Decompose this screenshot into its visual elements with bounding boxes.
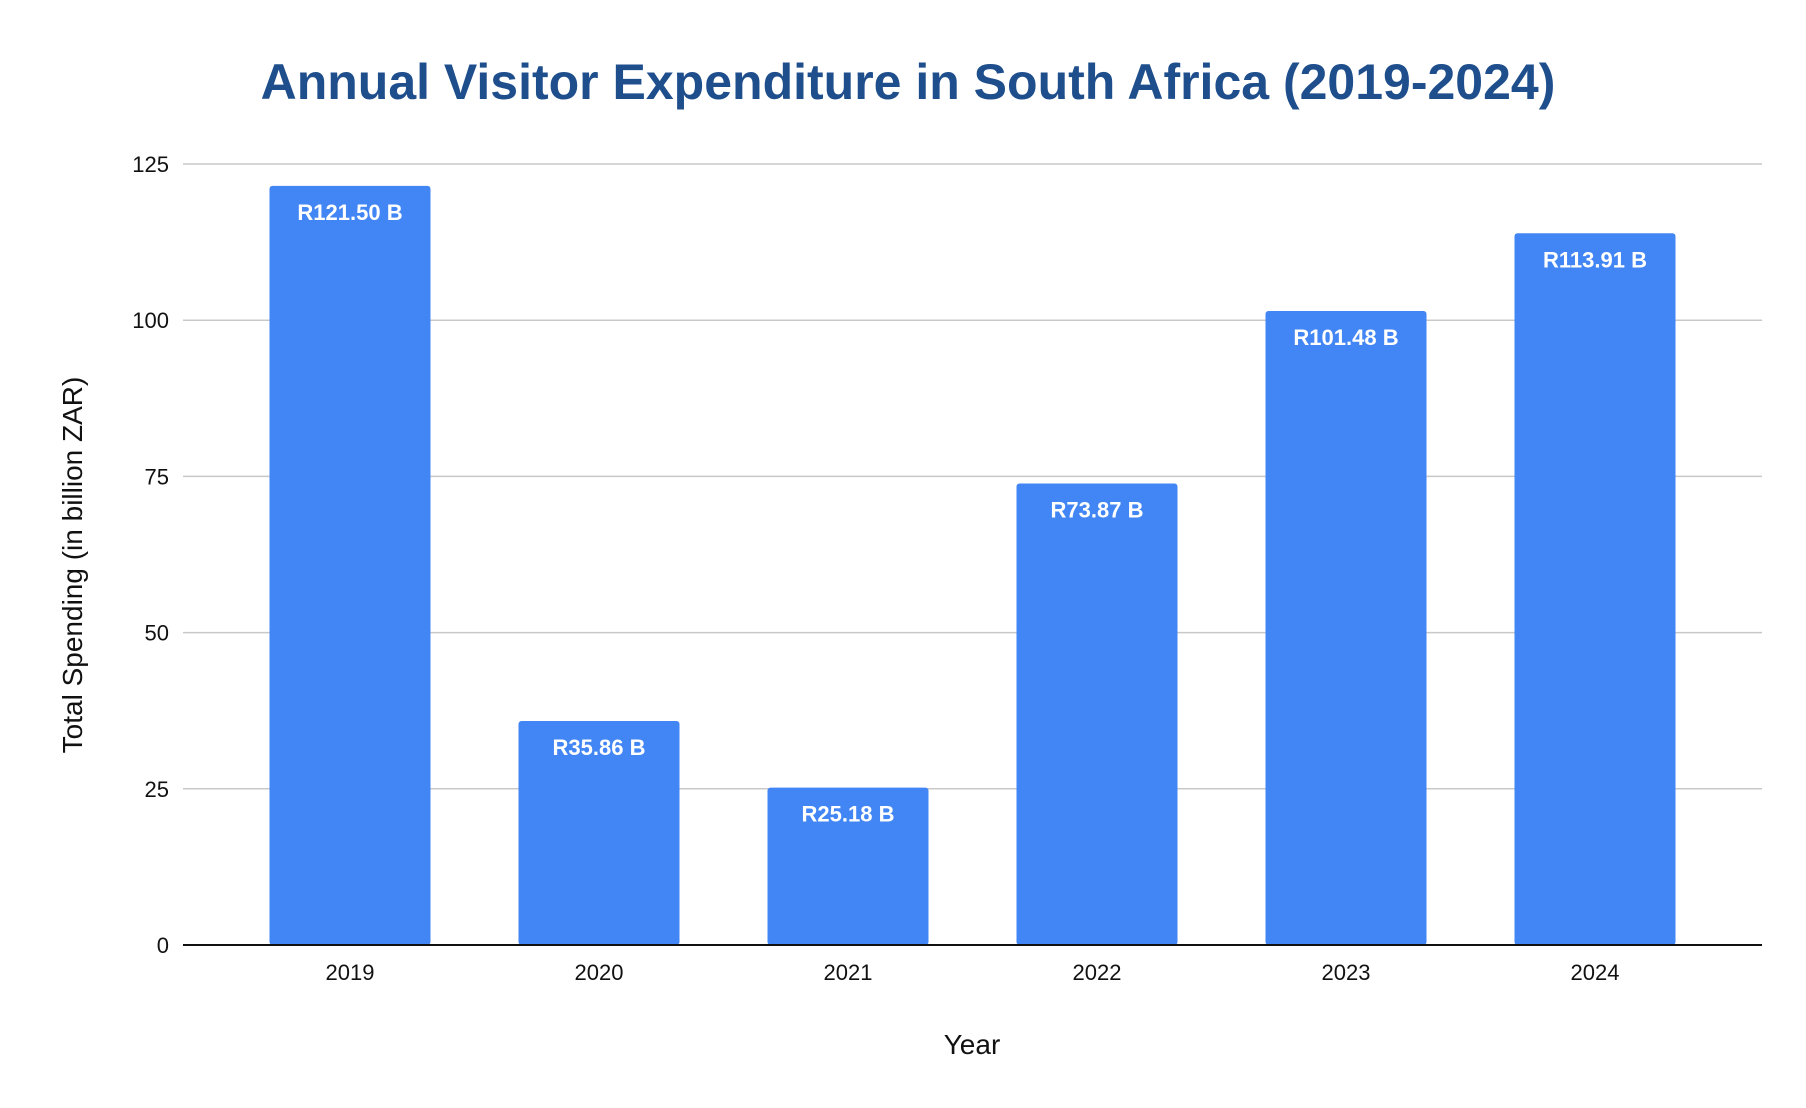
bar-2023 — [1265, 310, 1427, 945]
data-label-2019: R121.50 B — [297, 200, 402, 225]
y-tick-label: 75 — [145, 464, 169, 489]
x-tick-label-2020: 2020 — [575, 960, 624, 985]
y-tick-label: 50 — [145, 621, 169, 646]
y-tick-label: 25 — [145, 777, 169, 802]
data-label-2022: R73.87 B — [1051, 497, 1144, 522]
data-label-2023: R101.48 B — [1293, 325, 1398, 350]
x-axis-ticks: 2019 2020 2021 2022 2023 2024 — [326, 960, 1620, 985]
x-tick-label-2024: 2024 — [1571, 960, 1620, 985]
bars — [269, 185, 1676, 946]
data-labels: R121.50 B R35.86 B R25.18 B R73.87 B R101.48… — [297, 200, 1647, 827]
x-tick-label-2022: 2022 — [1073, 960, 1122, 985]
y-tick-label: 125 — [132, 152, 169, 177]
x-axis-title: Year — [944, 1029, 1001, 1060]
data-label-2021: R25.18 B — [802, 802, 895, 827]
y-tick-label: 100 — [132, 308, 169, 333]
gridlines — [183, 163, 1762, 790]
x-tick-label-2023: 2023 — [1322, 960, 1371, 985]
y-tick-label: 0 — [157, 933, 169, 958]
data-label-2020: R35.86 B — [553, 735, 646, 760]
bar-2020 — [518, 720, 680, 945]
y-axis-title: Total Spending (in billion ZAR) — [57, 377, 88, 754]
bar-2022 — [1016, 483, 1178, 945]
bar-2019 — [269, 185, 431, 946]
y-axis-ticks: 0 25 50 75 100 125 — [132, 152, 169, 958]
chart-title: Annual Visitor Expenditure in South Afri… — [261, 54, 1556, 110]
x-tick-label-2021: 2021 — [824, 960, 873, 985]
bar-2024 — [1514, 233, 1676, 946]
bar-2021 — [767, 787, 929, 945]
data-label-2024: R113.91 B — [1543, 247, 1647, 272]
x-tick-label-2019: 2019 — [326, 960, 375, 985]
